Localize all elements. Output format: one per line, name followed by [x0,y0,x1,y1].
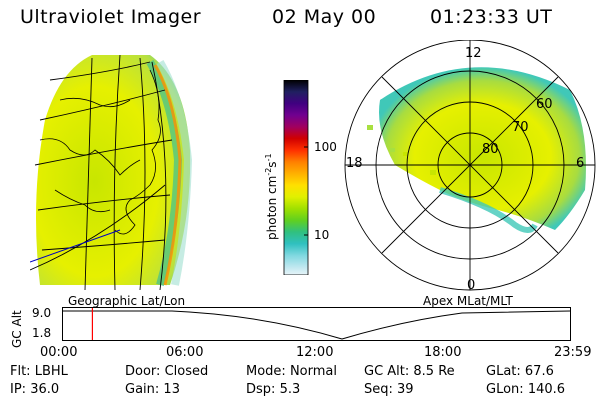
altitude-curve [63,310,571,340]
polar-caption: Apex MLat/MLT [423,294,513,308]
timeline-chart [62,307,571,341]
polar-grid [344,40,596,291]
mlt-label-0: 0 [467,278,476,293]
instrument-title: Ultraviolet Imager [20,6,202,28]
timeline-ylabel: GC Alt [10,310,24,348]
status-door: Door: Closed [125,364,209,379]
timeline-xtick-0: 00:00 [40,345,78,360]
mlat-label-80: 80 [482,142,499,157]
colorbar-tick-10: 10 [314,228,330,242]
timeline-ytick-min: 1.8 [32,326,52,340]
status-dsp: Dsp: 5.3 [246,382,301,397]
mlat-label-60: 60 [536,97,553,112]
geographic-caption: Geographic Lat/Lon [68,294,186,308]
status-mode: Mode: Normal [246,364,337,379]
aurora-oval [379,67,586,230]
coastlines [39,69,161,235]
mlt-label-12: 12 [465,46,482,61]
status-flt: Flt: LBHL [10,364,68,379]
date-label: 02 May 00 [272,6,377,28]
timeline-xtick-3: 18:00 [424,345,462,360]
timeline-xtick-1: 06:00 [166,345,204,360]
status-gc-alt: GC Alt: 8.5 Re [364,364,455,379]
status-glat: GLat: 67.6 [486,364,554,379]
colorbar-unit-label: photon cm-2s-1 [264,153,279,240]
timeline-xtick-4: 23:59 [554,345,592,360]
status-gain: Gain: 13 [125,382,180,397]
time-label: 01:23:33 UT [430,6,553,28]
mlt-label-18: 18 [346,156,363,171]
polar-plot [344,40,596,291]
colorbar-tick-100: 100 [314,140,337,154]
timeline-ytick-max: 9.0 [32,306,52,320]
mlt-label-6: 6 [576,156,585,171]
mlat-label-70: 70 [512,120,529,135]
status-seq: Seq: 39 [364,382,414,397]
status-glon: GLon: 140.6 [486,382,566,397]
colorbar [283,80,309,275]
timeline-xtick-2: 12:00 [296,345,334,360]
earth-disk [30,54,193,290]
status-ip: IP: 36.0 [10,382,60,397]
